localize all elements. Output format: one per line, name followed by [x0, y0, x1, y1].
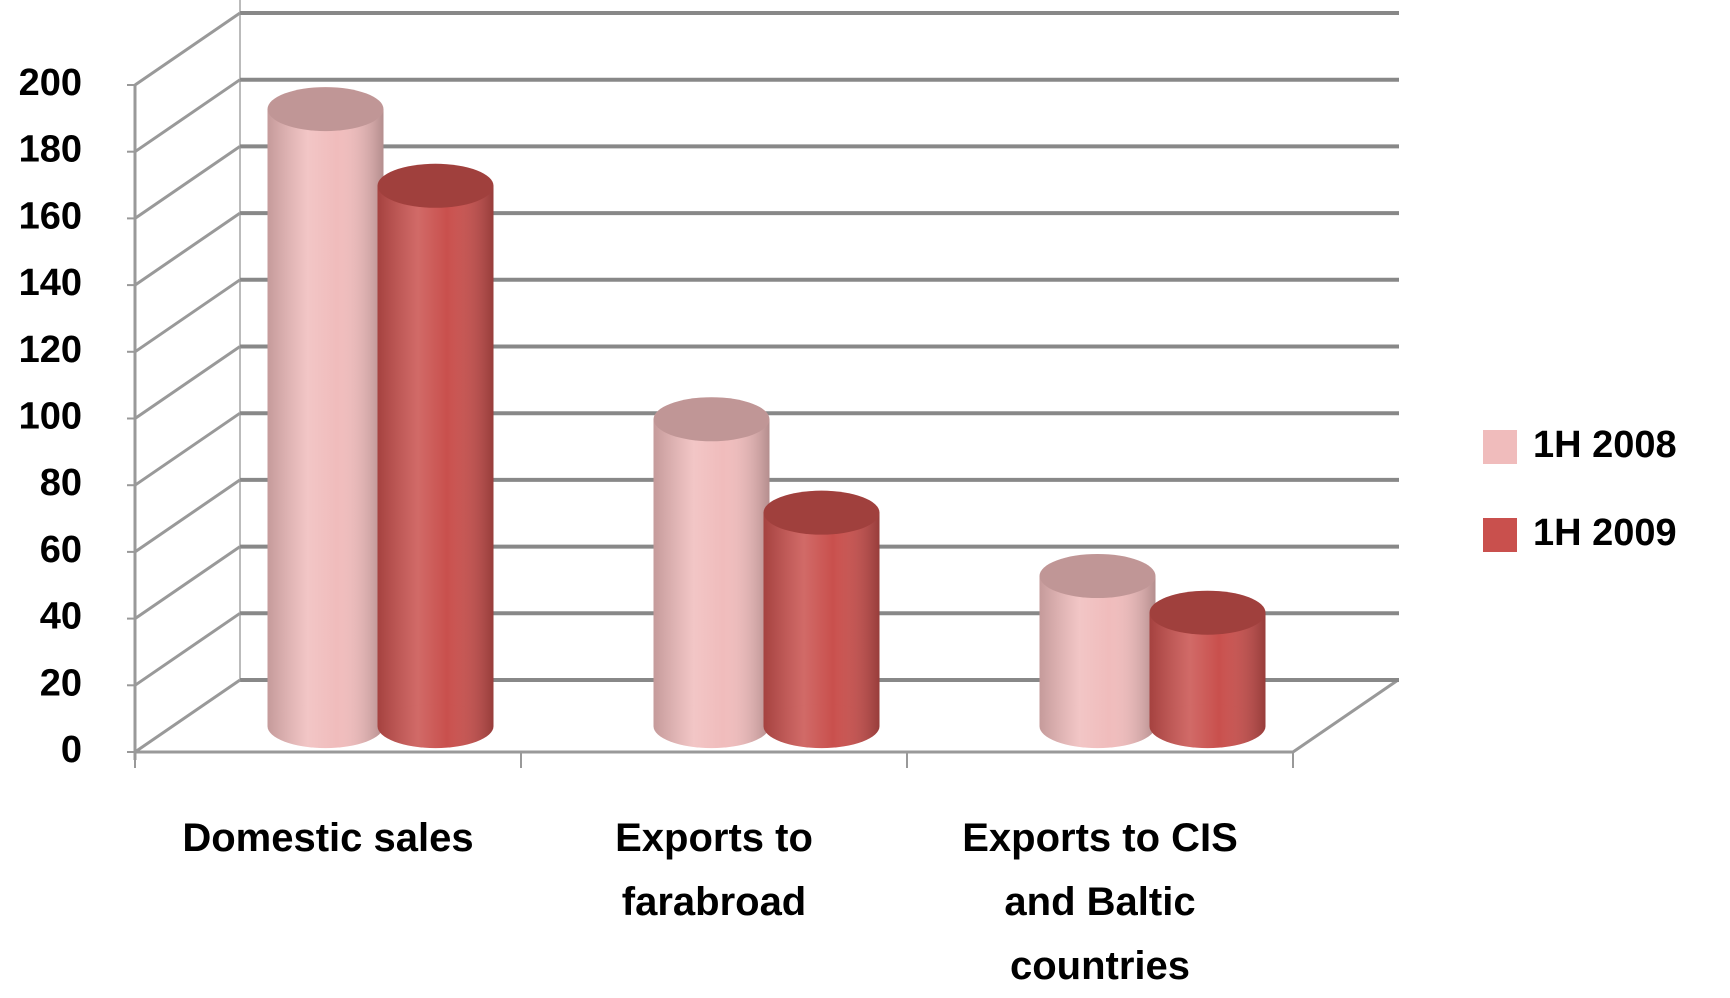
legend-label: 1H 2009 — [1533, 512, 1677, 554]
grid-line — [134, 11, 241, 87]
bar-top-shade — [653, 397, 770, 442]
bar-bottom-shade — [267, 704, 384, 749]
grid-line — [134, 345, 241, 420]
y-tick-label: 160 — [19, 195, 82, 237]
grid-line — [134, 545, 241, 620]
bar-top — [267, 87, 384, 132]
legend-swatch — [1483, 430, 1517, 464]
bar — [763, 490, 880, 749]
x-tick-label: Domestic sales — [182, 816, 474, 860]
y-tick-label: 200 — [19, 62, 82, 104]
legend-swatch — [1483, 518, 1517, 552]
bar-top-shade — [1039, 554, 1156, 599]
grid-line — [134, 78, 241, 153]
bar-top — [1149, 590, 1266, 635]
bar-bottom-shade — [1149, 704, 1266, 749]
x-tick-label: Exports to farabroad — [615, 816, 813, 924]
x-tick-label: Exports to CIS and Baltic countries — [962, 816, 1238, 988]
bar — [1149, 590, 1266, 749]
grid-line — [134, 612, 241, 687]
bar-bottom-shade — [763, 704, 880, 749]
bar — [1039, 554, 1156, 749]
grid-line — [134, 478, 241, 554]
grid-line — [134, 211, 241, 287]
bar-shade — [1039, 576, 1156, 727]
bar-top-shade — [377, 163, 494, 208]
y-tick-label: 120 — [19, 329, 82, 371]
y-tick-label: 60 — [40, 529, 82, 571]
y-tick-label: 80 — [40, 462, 82, 504]
bar-top — [763, 490, 880, 535]
floor-edge — [1292, 678, 1399, 754]
grid-line — [134, 278, 241, 354]
legend-label: 1H 2008 — [1533, 424, 1677, 466]
y-tick-label: 180 — [19, 129, 82, 171]
bar-bottom-shade — [377, 704, 494, 749]
grid-line — [134, 145, 241, 220]
grid-line — [134, 678, 241, 754]
bar-top-shade — [267, 87, 384, 132]
y-tick-label: 100 — [19, 396, 82, 438]
bar-bottom-shade — [1039, 704, 1156, 749]
y-tick-label: 40 — [40, 596, 82, 638]
bar-shade — [763, 512, 880, 727]
grid-line — [134, 411, 241, 487]
bar — [653, 397, 770, 749]
bar-top — [377, 163, 494, 208]
bar-top-shade — [763, 490, 880, 535]
bar-top-shade — [1149, 590, 1266, 635]
bar-shade — [377, 185, 494, 727]
bar-bottom-shade — [653, 704, 770, 749]
bar-shade — [267, 109, 384, 727]
bar-top — [653, 397, 770, 442]
bar-shade — [653, 419, 770, 727]
y-tick-label: 0 — [61, 729, 82, 771]
bar-top — [1039, 554, 1156, 599]
bar — [377, 163, 494, 749]
y-tick-label: 20 — [40, 662, 82, 704]
bar — [267, 87, 384, 749]
y-tick-label: 140 — [19, 262, 82, 304]
